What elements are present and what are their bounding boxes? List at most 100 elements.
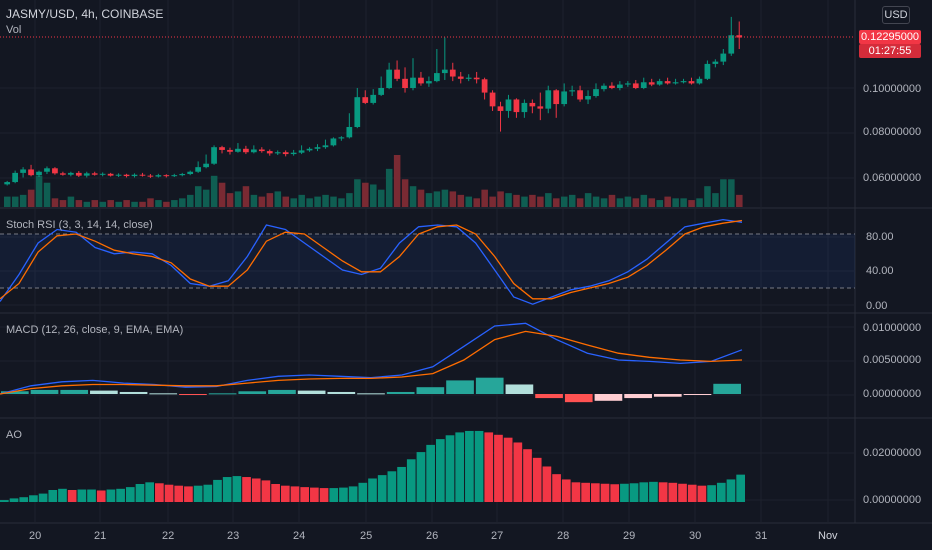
volume-bar [377, 189, 385, 207]
ao-bar [465, 430, 474, 502]
time-axis-label: 22 [162, 530, 175, 542]
volume-bar [226, 193, 234, 207]
volume-bar [354, 179, 361, 207]
volume-bar [330, 196, 337, 207]
volume-bar [688, 200, 695, 207]
candle-body [235, 148, 241, 152]
volume-bar [417, 189, 425, 207]
ao-bar [58, 488, 67, 502]
volume-bar [576, 198, 584, 207]
ao-bar [726, 479, 736, 502]
volume-bar [489, 196, 496, 207]
macd-axis-label: 0.00500000 [863, 354, 922, 366]
volume-bar [457, 194, 465, 207]
candle-body [243, 148, 249, 153]
ao-bar [368, 478, 377, 502]
volume-bar [43, 182, 51, 207]
volume-bar [163, 201, 170, 207]
candle-body [704, 63, 711, 79]
currency-button[interactable]: USD [882, 6, 910, 24]
candle-body [601, 85, 607, 90]
macd-histogram-bar [624, 394, 652, 399]
candle-body [473, 77, 480, 80]
ao-bar [261, 480, 271, 502]
time-axis-label: 31 [755, 530, 768, 542]
candle-body [449, 69, 456, 77]
time-axis-label: 27 [491, 530, 504, 542]
ao-bar [610, 484, 620, 502]
macd-histogram-bar [505, 384, 534, 394]
macd-title: MACD (12, 26, close, 9, EMA, EMA) [6, 324, 184, 336]
ao-bar [687, 484, 697, 502]
volume-bar [59, 200, 67, 207]
macd-axis-label: 0.00000000 [863, 388, 922, 400]
macd-histogram-bar [446, 380, 474, 394]
ao-bar [716, 482, 726, 502]
volume-bar [258, 196, 266, 207]
volume-bar [290, 198, 297, 207]
candle-body [537, 106, 544, 109]
candle-body [52, 168, 58, 174]
stoch-band [0, 234, 855, 288]
candle-body [330, 138, 337, 146]
candle-body [569, 90, 575, 92]
time-axis-label: 29 [623, 530, 636, 542]
candle-body [258, 149, 265, 152]
candle-body [410, 77, 416, 88]
volume-bar [234, 191, 242, 207]
candle-body [577, 90, 583, 100]
ao-bar [435, 439, 445, 502]
volume-label: Vol [6, 24, 22, 36]
volume-bar [696, 198, 703, 207]
ao-axis-label: 0.02000000 [863, 447, 922, 459]
candle-body [203, 163, 209, 168]
macd-histogram-bar [653, 394, 682, 397]
time-axis-label: 23 [227, 530, 240, 542]
volume-bar [393, 155, 401, 207]
ao-bar [494, 434, 503, 502]
volume-bar [346, 193, 353, 207]
ao-bar [523, 449, 532, 502]
candle-body [609, 85, 615, 88]
candle-body [529, 102, 536, 107]
candle-body [83, 173, 90, 176]
ao-bar [67, 490, 77, 502]
ao-bar [242, 477, 251, 502]
volume-bar [282, 196, 290, 207]
volume-bar [465, 196, 473, 207]
candle-body [426, 81, 432, 84]
volume-bar [75, 200, 83, 207]
volume-bar [298, 194, 305, 207]
volume-bar [123, 200, 130, 207]
macd-histogram-bar [30, 389, 59, 394]
candle-body [314, 147, 321, 149]
volume-bar [648, 198, 656, 207]
macd-histogram-bar [60, 389, 89, 394]
candle-body [465, 77, 472, 79]
candle-body [274, 152, 281, 154]
ao-bar [0, 500, 9, 502]
ao-bar [561, 479, 571, 502]
volume-bar [704, 186, 711, 207]
macd-histogram-bar [683, 394, 712, 395]
volume-bar [664, 196, 671, 207]
volume-bar [19, 194, 27, 207]
ao-bar [697, 485, 707, 502]
ao-bar [581, 482, 590, 502]
candle-body [282, 152, 289, 155]
macd-histogram-bar [535, 394, 563, 399]
ao-bar [96, 490, 106, 502]
volume-bar [497, 191, 504, 207]
ao-bar [639, 482, 649, 502]
volume-bar [441, 189, 449, 207]
macd-histogram-bar [1, 391, 29, 394]
ao-bar [416, 452, 426, 502]
ao-bar [503, 437, 513, 502]
price-axis-label: 0.10000000 [863, 83, 922, 95]
volume-bar [481, 189, 488, 207]
candle-body [12, 172, 19, 183]
candle-body [521, 102, 528, 113]
volume-bar [274, 191, 282, 207]
candle-body [338, 137, 345, 139]
